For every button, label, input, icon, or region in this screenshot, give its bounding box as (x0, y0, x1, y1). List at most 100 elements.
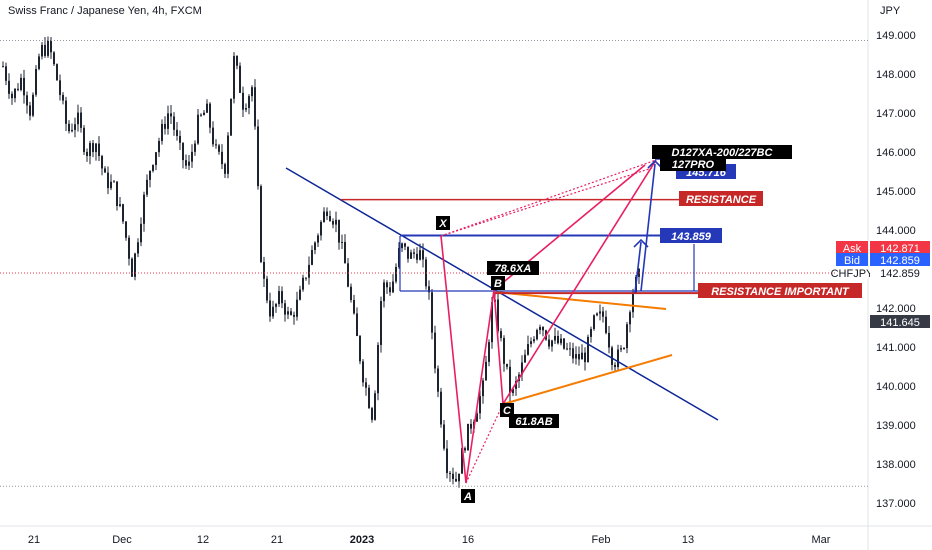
price-tag-value-bg (870, 253, 930, 266)
candle-body (314, 242, 316, 251)
candle-body (533, 339, 535, 342)
y-tick-label: 142.000 (876, 303, 916, 315)
point-c-label: C (503, 405, 512, 417)
candle-body (458, 473, 460, 482)
candle-body (5, 66, 7, 81)
candle-body (581, 352, 583, 360)
price-tag-name-bg (836, 241, 868, 254)
candle-body (482, 380, 484, 397)
candle-body (122, 204, 124, 222)
candle-body (593, 315, 595, 329)
candle-body (536, 330, 538, 340)
candle-body (173, 116, 175, 130)
candle-body (254, 87, 256, 127)
ratio-618-label-bg (509, 414, 559, 428)
currency-label: JPY (880, 5, 901, 17)
candle-body (146, 179, 148, 195)
ratio-786-label: 78.6XA (495, 263, 532, 275)
candle-body (182, 142, 184, 161)
candle-body (236, 56, 238, 66)
candle-body (89, 143, 91, 157)
price-tag-value: 141.645 (880, 317, 920, 329)
price-tag-value: 142.859 (880, 255, 920, 267)
candle-body (185, 160, 187, 166)
x-tick-label: 2023 (350, 534, 374, 546)
price-tag-value-bg (870, 266, 930, 279)
resistance-label: RESISTANCE (686, 194, 757, 206)
candle-body (350, 286, 352, 301)
candle-body (95, 143, 97, 153)
candle-body (596, 313, 598, 316)
candle-body (149, 170, 151, 180)
candle-body (446, 448, 448, 474)
candle-body (605, 316, 607, 333)
harmonic-ac-dotted (465, 403, 504, 484)
resistance-important-label: RESISTANCE IMPORTANT (711, 286, 850, 298)
candle-body (410, 252, 412, 259)
candle-body (491, 302, 493, 343)
candle-body (224, 164, 226, 174)
candle-body (389, 287, 391, 293)
candle-body (602, 311, 604, 317)
point-d-pro-label: 127PRO (672, 159, 715, 171)
projection-arrow-2 (640, 163, 656, 292)
candle-body (125, 221, 127, 238)
candle-body (65, 100, 67, 124)
candle-body (311, 250, 313, 265)
y-tick-label: 148.000 (876, 69, 916, 81)
candle-body (365, 382, 367, 388)
candle-body (119, 204, 121, 206)
candle-body (266, 278, 268, 301)
candle-body (11, 93, 13, 99)
candle-body (419, 250, 421, 260)
candle-body (158, 140, 160, 153)
candle-body (380, 301, 382, 345)
price-tag-value-bg (870, 315, 930, 328)
price-tag-name-bg (836, 253, 868, 266)
candle-body (128, 237, 130, 259)
y-tick-label: 149.000 (876, 30, 916, 42)
candle-body (509, 366, 511, 394)
candle-body (371, 408, 373, 420)
candle-body (407, 246, 409, 259)
candle-body (200, 114, 202, 116)
candle-body (107, 172, 109, 189)
candle-body (179, 135, 181, 143)
candle-body (620, 348, 622, 350)
candle-body (320, 221, 322, 236)
candle-body (398, 248, 400, 267)
price-tag-value-bg (870, 241, 930, 254)
candle-body (326, 211, 328, 217)
candle-body (305, 277, 307, 279)
candle-body (281, 291, 283, 304)
candle-body (272, 306, 274, 317)
candle-body (623, 348, 625, 350)
chart-title: Swiss Franc / Japanese Yen, 4h, FXCM (8, 5, 202, 17)
candle-body (8, 80, 10, 94)
point-b-label: B (494, 278, 502, 290)
candle-body (116, 181, 118, 206)
orange-support-line (499, 354, 673, 406)
candle-body (194, 143, 196, 152)
candle-body (275, 304, 277, 307)
price-tag-name: Ask (843, 243, 862, 255)
candle-body (113, 181, 115, 183)
candle-body (392, 281, 394, 293)
ratio-786-label-bg (487, 261, 539, 275)
candle-body (86, 151, 88, 157)
candle-body (293, 314, 295, 317)
candle-body (71, 129, 73, 132)
candle-body (431, 292, 433, 333)
projection-arrowhead-2 (647, 159, 663, 169)
candle-body (386, 282, 388, 288)
candle-body (32, 94, 34, 116)
candle-body (422, 250, 424, 260)
candle-body (233, 56, 235, 99)
candle-body (344, 241, 346, 264)
candle-body (383, 282, 385, 302)
candle-body (479, 396, 481, 414)
candle-body (80, 112, 82, 128)
candle-body (521, 362, 523, 375)
